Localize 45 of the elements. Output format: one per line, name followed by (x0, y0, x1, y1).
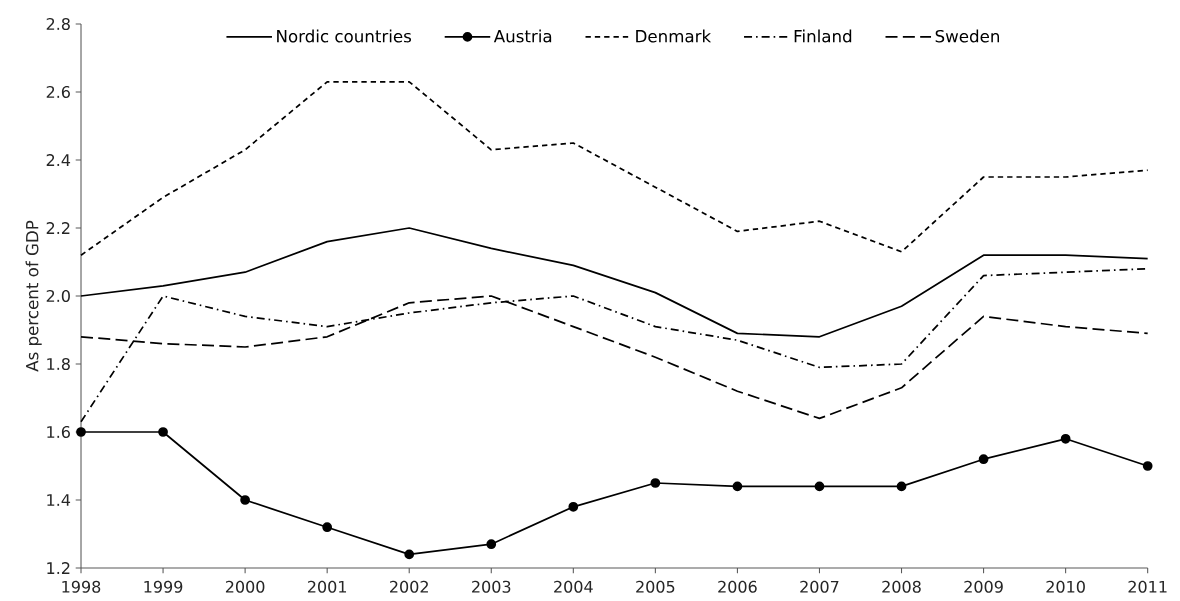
point (1060, 433, 1071, 444)
legend-label: Finland (794, 29, 852, 43)
y-tick-label: 1.2 (47, 562, 70, 574)
x-tick-label: 1999 (144, 580, 183, 593)
line-series (80, 227, 1149, 338)
line-series (80, 80, 1149, 257)
x-tick-label: 2000 (225, 580, 265, 593)
point (158, 427, 168, 437)
point (650, 478, 661, 488)
y-tick-label: 2.4 (46, 154, 71, 166)
legend-label: Denmark (636, 29, 712, 43)
legend-label: Sweden (935, 29, 999, 43)
point (814, 481, 825, 492)
x-tick-label: 2009 (964, 580, 1003, 593)
point (896, 481, 907, 492)
y-tick-label: 1.4 (47, 494, 71, 506)
point (568, 501, 579, 512)
point (978, 454, 989, 465)
x-tick-label: 2002 (390, 580, 428, 593)
point (322, 522, 333, 533)
point (240, 495, 250, 505)
x-tick-label: 2011 (1128, 580, 1167, 593)
point (732, 481, 743, 492)
y-tick-label: 2.6 (46, 85, 70, 99)
x-tick-label: 2006 (718, 580, 757, 593)
point (1142, 461, 1153, 471)
legend-label: Austria (493, 29, 552, 43)
x-tick-label: 2010 (1046, 580, 1085, 593)
x-tick-label: 2004 (554, 580, 593, 593)
point (76, 427, 86, 437)
x-tick-label: 2007 (800, 580, 839, 593)
y-axis-title: As percent of GDP (25, 220, 42, 372)
x-tick-label: 1998 (62, 580, 101, 593)
y-tick-label: 1.6 (47, 425, 70, 439)
point (404, 549, 415, 560)
y-tick-label: 2.2 (46, 222, 70, 234)
point (486, 539, 497, 550)
x-tick-label: 2008 (882, 580, 921, 593)
legend-label: Nordic countries (277, 29, 412, 43)
x-tick-label: 2005 (636, 580, 675, 593)
y-tick-label: 2.0 (46, 289, 70, 303)
x-tick-label: 2003 (472, 580, 511, 593)
y-tick-label: 1.8 (47, 357, 70, 371)
x-tick-label: 2001 (307, 580, 347, 593)
y-tick-label: 2.8 (46, 17, 70, 31)
